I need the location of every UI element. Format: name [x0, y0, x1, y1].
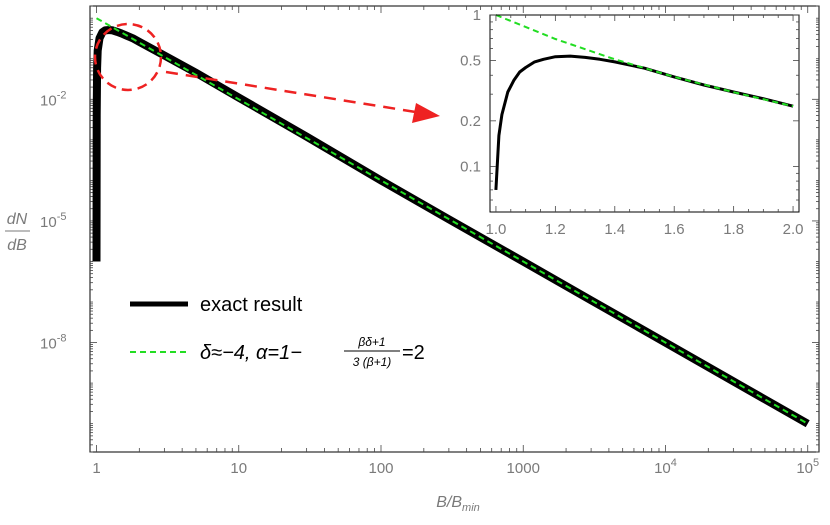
x-tick-label-base: 10 — [796, 460, 813, 477]
y-tick-label-base: 10 — [40, 214, 57, 231]
y-axis-title: dN dB — [5, 211, 30, 254]
inset-background — [490, 15, 799, 212]
x-axis-title-main: B/B — [436, 494, 462, 511]
legend: exact result δ≈−4, α=1− βδ+1 3 (β+1) =2 — [130, 294, 425, 369]
legend-label-fit-prefix: δ≈−4, α=1− — [200, 342, 302, 364]
inset-x-tick-label: 1.6 — [664, 221, 685, 238]
x-axis-title: B/Bmin — [436, 494, 480, 514]
x-tick-label: 10 — [230, 460, 247, 477]
x-tick-label-exp: 5 — [813, 457, 819, 469]
inset-x-tick-label: 1.8 — [723, 221, 744, 238]
legend-label-exact: exact result — [200, 294, 303, 316]
x-tick-label: 1 — [92, 460, 100, 477]
x-tick-label: 105 — [796, 457, 819, 477]
series-fit-line — [96, 17, 809, 425]
y-axis-title-den: dB — [7, 237, 27, 254]
legend-frac-num: βδ+1 — [357, 335, 385, 349]
x-tick-label-base: 100 — [368, 460, 393, 477]
x-tick-label-base: 10 — [230, 460, 247, 477]
y-tick-label-exp: -2 — [57, 89, 67, 101]
x-tick-label-base: 1 — [92, 460, 100, 477]
inset-series — [494, 14, 794, 190]
y-tick-label: 10-8 — [40, 333, 66, 353]
inset-y-tick-label: 1 — [473, 7, 481, 24]
inset-x-tick-label: 2.0 — [783, 221, 804, 238]
inset-series-fit-line — [495, 14, 794, 108]
inset-y-tick-label: 0.2 — [460, 113, 481, 130]
x-tick-label-exp: 4 — [671, 457, 677, 469]
main-plot-frame — [89, 5, 820, 453]
legend-label-fit-suffix: =2 — [402, 342, 425, 364]
x-tick-label-base: 1000 — [507, 460, 540, 477]
y-tick-label-exp: -8 — [57, 333, 67, 345]
legend-frac-den: 3 (β+1) — [353, 355, 392, 369]
zoom-arrow-line — [165, 70, 423, 115]
inset-x-tick-label: 1.0 — [486, 221, 507, 238]
x-tick-label-base: 10 — [654, 460, 671, 477]
x-tick-label: 104 — [654, 457, 677, 477]
zoom-circle — [93, 22, 163, 92]
y-tick-label-exp: -5 — [57, 211, 67, 223]
x-tick-label: 1000 — [507, 460, 540, 477]
y-tick-label-base: 10 — [40, 92, 57, 109]
x-tick-label: 100 — [368, 460, 393, 477]
inset-ticks: 1.0 1.2 1.4 1.6 1.8 2.0 1 0.5 0.2 0.1 — [460, 7, 803, 238]
inset-y-tick-label: 0.5 — [460, 53, 481, 70]
x-axis-title-sub: min — [462, 502, 480, 514]
main-series — [92, 17, 810, 428]
inset-y-tick-label: 0.1 — [460, 158, 481, 175]
y-axis-title-num: dN — [7, 211, 28, 228]
series-exact-result-line — [92, 26, 810, 428]
y-tick-label: 10-2 — [40, 89, 66, 109]
inset-x-tick-label: 1.2 — [545, 221, 566, 238]
zoom-arrow-head — [412, 103, 440, 123]
y-tick-label-base: 10 — [40, 336, 57, 353]
y-tick-label: 10-5 — [40, 211, 66, 231]
inset-x-tick-label: 1.4 — [604, 221, 625, 238]
